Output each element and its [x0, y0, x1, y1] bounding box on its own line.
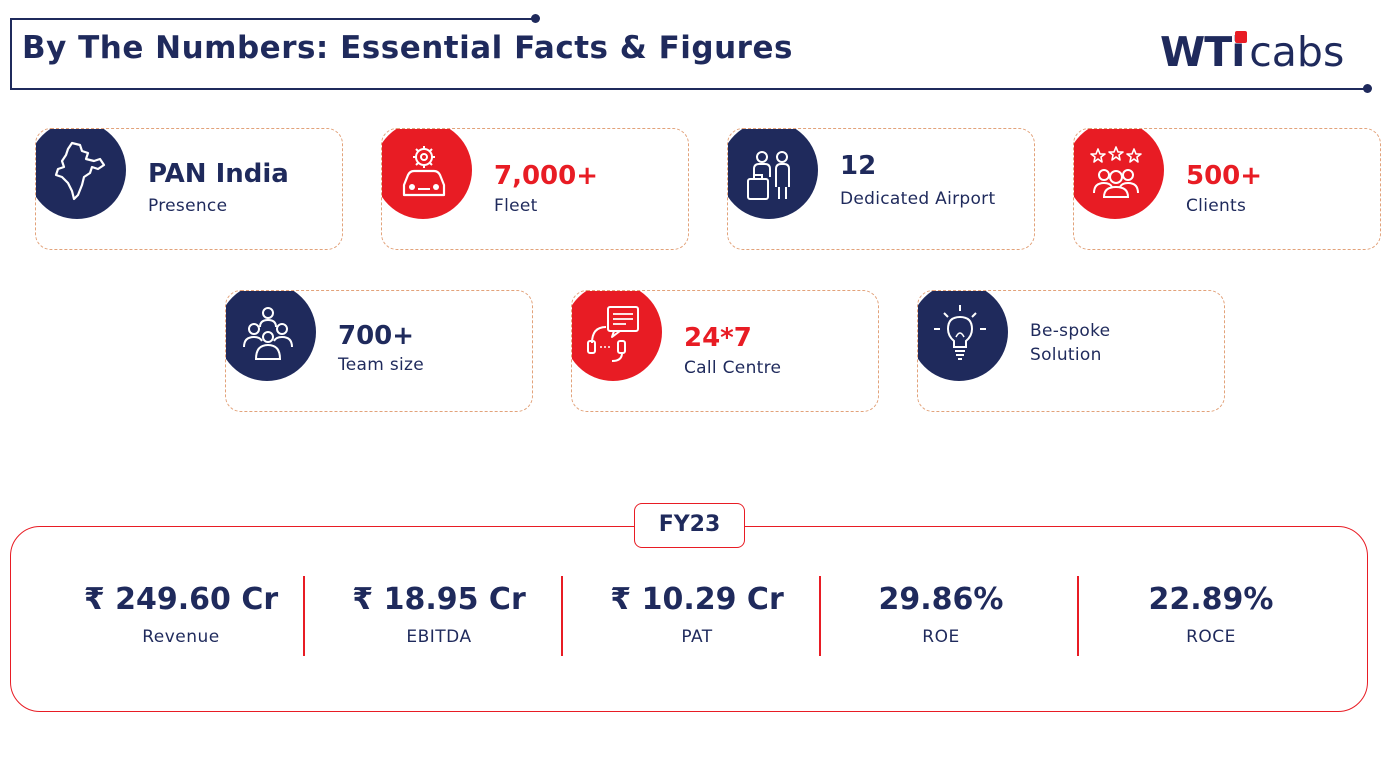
lightbulb-icon: [934, 305, 986, 360]
page-title: By The Numbers: Essential Facts & Figure…: [22, 30, 793, 66]
metric-label: ROE: [922, 627, 960, 647]
card-clients: 500+ Clients: [1073, 128, 1381, 250]
header-line-left: [10, 18, 12, 90]
logo-text-wt: WT: [1160, 28, 1232, 76]
metric-label: ROCE: [1186, 627, 1236, 647]
card-value: 24*7: [684, 323, 752, 353]
header-line-bottom: [10, 88, 1368, 90]
card-label: Fleet: [494, 196, 538, 216]
logo-text-i: i: [1231, 28, 1248, 76]
card-value: 7,000+: [494, 161, 599, 191]
header-dot-bottom: [1363, 84, 1372, 93]
car-gear-icon: [402, 146, 446, 197]
metric-value: ₹ 249.60 Cr: [83, 582, 279, 617]
metric-ebitda: ₹ 18.95 Cr EBITDA: [314, 582, 564, 647]
metric-label: PAT: [681, 627, 713, 647]
travellers-luggage-icon: [747, 151, 790, 200]
metric-roe: 29.86% ROE: [816, 582, 1066, 647]
header-dot-top: [531, 14, 540, 23]
metric-value: ₹ 10.29 Cr: [610, 582, 784, 617]
headset-chat-icon: [587, 306, 639, 362]
metric-value: ₹ 18.95 Cr: [352, 582, 526, 617]
card-label-line1: Be-spoke: [1030, 321, 1111, 341]
card-icon-circle: [226, 291, 316, 381]
card-value: 700+: [338, 321, 415, 351]
card-value: 12: [840, 151, 877, 181]
card-value: 500+: [1186, 161, 1263, 191]
logo-text-cabs: cabs: [1249, 28, 1345, 76]
fy-tag: FY23: [634, 503, 745, 548]
metric-value: 29.86%: [878, 582, 1004, 617]
card-call-centre: 24*7 Call Centre: [571, 290, 879, 412]
card-icon-circle: [382, 129, 472, 219]
card-label: Clients: [1186, 196, 1247, 216]
card-icon-circle: [728, 129, 818, 219]
india-map-icon: [54, 141, 106, 201]
metric-divider: [303, 576, 305, 656]
card-value: PAN India: [148, 159, 289, 189]
metric-divider: [819, 576, 821, 656]
metric-roce: 22.89% ROCE: [1086, 582, 1336, 647]
card-team: 700+ Team size: [225, 290, 533, 412]
metric-pat: ₹ 10.29 Cr PAT: [572, 582, 822, 647]
team-icon: [243, 307, 293, 360]
card-icon-circle: [36, 129, 126, 219]
card-label: Team size: [338, 355, 424, 375]
metric-divider: [561, 576, 563, 656]
card-label-line2: Solution: [1030, 345, 1102, 365]
metric-label: EBITDA: [406, 627, 472, 647]
card-presence: PAN India Presence: [35, 128, 343, 250]
metric-label: Revenue: [142, 627, 220, 647]
clients-stars-icon: [1090, 146, 1142, 198]
card-bespoke: Be-spoke Solution: [917, 290, 1225, 412]
metric-divider: [1077, 576, 1079, 656]
card-label: Call Centre: [684, 358, 782, 378]
header-line-top: [10, 18, 536, 20]
logo-red-dot: [1235, 31, 1248, 43]
card-airport: 12 Dedicated Airport: [727, 128, 1035, 250]
metric-revenue: ₹ 249.60 Cr Revenue: [56, 582, 306, 647]
metric-value: 22.89%: [1148, 582, 1274, 617]
card-icon-circle: [1074, 129, 1164, 219]
card-label: Dedicated Airport: [840, 189, 996, 209]
card-label: Presence: [148, 196, 228, 216]
wticabs-logo: WT i cabs: [1160, 28, 1344, 76]
card-fleet: 7,000+ Fleet: [381, 128, 689, 250]
